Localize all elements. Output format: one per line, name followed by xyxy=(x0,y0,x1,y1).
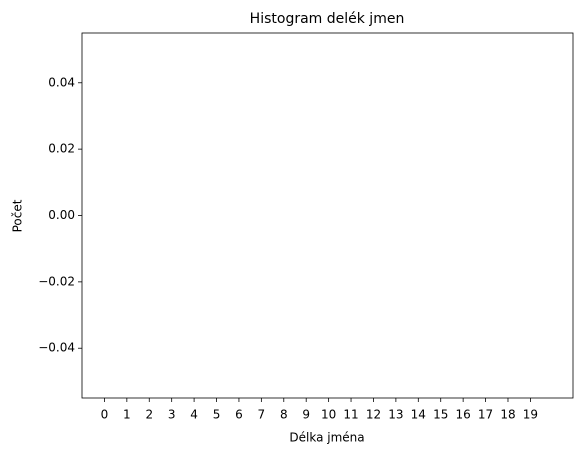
y-tick-label: −0.04 xyxy=(38,341,75,355)
x-tick-label: 19 xyxy=(523,408,538,422)
y-tick-label: 0.00 xyxy=(48,208,75,222)
x-tick-label: 11 xyxy=(343,408,358,422)
x-tick-label: 4 xyxy=(190,408,198,422)
x-tick-label: 0 xyxy=(101,408,109,422)
x-tick-label: 7 xyxy=(258,408,266,422)
x-tick-label: 9 xyxy=(302,408,310,422)
x-tick-label: 15 xyxy=(433,408,448,422)
x-tick-label: 3 xyxy=(168,408,176,422)
chart-title: Histogram delék jmen xyxy=(250,11,405,27)
x-tick-label: 6 xyxy=(235,408,243,422)
x-tick-label: 14 xyxy=(411,408,426,422)
plot-frame xyxy=(81,32,574,399)
x-tick-label: 12 xyxy=(366,408,381,422)
x-tick-label: 17 xyxy=(478,408,493,422)
x-tick-label: 13 xyxy=(388,408,403,422)
y-tick-label: −0.02 xyxy=(38,274,75,288)
x-tick-label: 8 xyxy=(280,408,288,422)
y-tick-label: 0.02 xyxy=(48,142,75,156)
y-axis-label: Počet xyxy=(11,199,25,232)
x-tick-label: 5 xyxy=(213,408,221,422)
x-tick-label: 2 xyxy=(145,408,153,422)
x-axis-label: Délka jména xyxy=(289,431,364,445)
x-tick-label: 18 xyxy=(500,408,515,422)
y-tick-label: 0.04 xyxy=(48,75,75,89)
x-tick-label: 1 xyxy=(123,408,131,422)
x-tick-label: 16 xyxy=(456,408,471,422)
x-tick-label: 10 xyxy=(321,408,336,422)
